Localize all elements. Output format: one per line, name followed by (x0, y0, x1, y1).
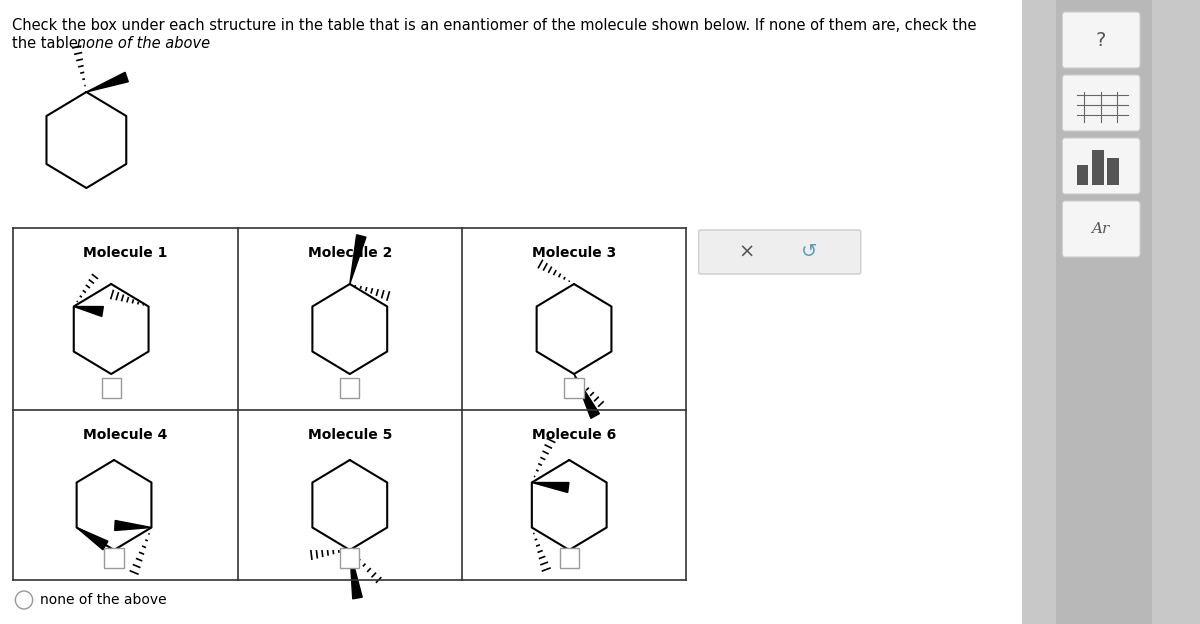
Polygon shape (532, 482, 569, 492)
Text: Molecule 2: Molecule 2 (307, 246, 392, 260)
FancyBboxPatch shape (1062, 75, 1140, 131)
FancyBboxPatch shape (1062, 201, 1140, 257)
Text: ↺: ↺ (800, 243, 817, 261)
Polygon shape (73, 306, 103, 316)
Text: Ar: Ar (1092, 222, 1110, 236)
Text: Molecule 3: Molecule 3 (532, 246, 616, 260)
Polygon shape (574, 374, 599, 418)
FancyBboxPatch shape (1062, 138, 1140, 194)
Polygon shape (349, 235, 366, 284)
Text: Molecule 6: Molecule 6 (532, 428, 616, 442)
Text: none of the above: none of the above (12, 36, 210, 51)
Text: Molecule 4: Molecule 4 (83, 428, 168, 442)
Text: Molecule 1: Molecule 1 (83, 246, 168, 260)
Text: none of the above: none of the above (41, 593, 167, 607)
Bar (104, 548, 124, 568)
Polygon shape (77, 527, 108, 550)
Bar (1076, 165, 1088, 185)
Bar (564, 378, 583, 398)
Text: ?: ? (1096, 31, 1106, 49)
Bar (102, 378, 121, 398)
Text: the table.: the table. (12, 36, 82, 51)
Bar (1092, 150, 1104, 185)
Bar (0, 0, 1022, 624)
FancyBboxPatch shape (1062, 12, 1140, 68)
Text: Molecule 5: Molecule 5 (307, 428, 392, 442)
FancyBboxPatch shape (698, 230, 860, 274)
Bar (1056, 0, 1152, 624)
Circle shape (16, 591, 32, 609)
Bar (1108, 158, 1118, 185)
Polygon shape (115, 520, 151, 530)
Polygon shape (349, 550, 362, 599)
Polygon shape (86, 72, 128, 92)
Bar (340, 378, 359, 398)
Bar (340, 548, 359, 568)
Bar (559, 548, 578, 568)
Text: Check the box under each structure in the table that is an enantiomer of the mol: Check the box under each structure in th… (12, 18, 980, 33)
Text: ×: × (738, 243, 755, 261)
